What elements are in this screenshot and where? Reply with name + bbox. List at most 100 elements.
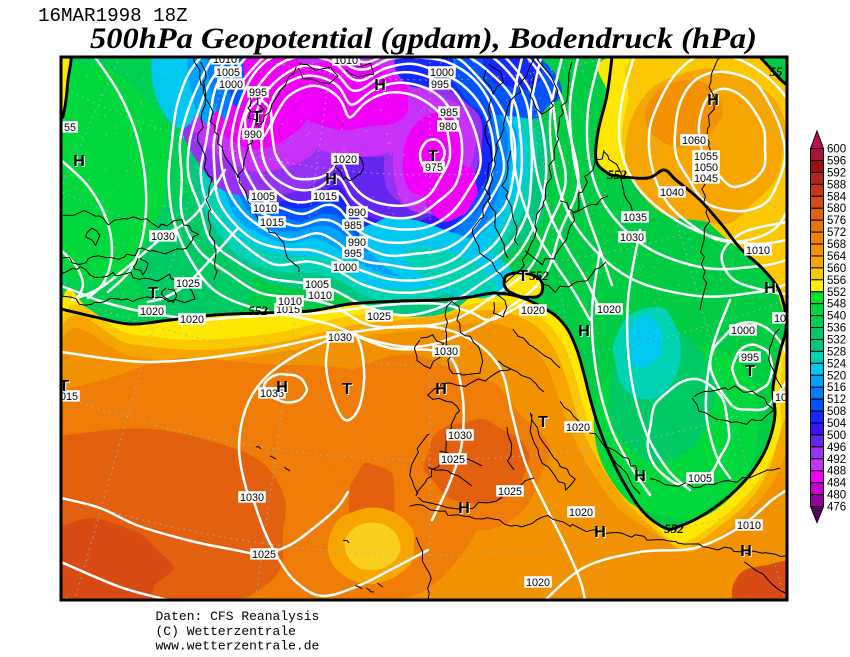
svg-text:1030: 1030 [240, 492, 264, 504]
svg-text:1010: 1010 [334, 55, 358, 67]
svg-text:H: H [708, 93, 720, 110]
svg-text:T: T [343, 382, 353, 399]
svg-text:536: 536 [827, 323, 846, 335]
svg-text:H: H [764, 280, 776, 297]
svg-text:1020: 1020 [180, 314, 204, 326]
svg-text:596: 596 [827, 156, 846, 168]
svg-text:H: H [375, 78, 387, 95]
svg-text:552: 552 [529, 268, 549, 283]
svg-text:568: 568 [827, 239, 846, 251]
svg-text:100: 100 [775, 392, 793, 404]
svg-text:1050: 1050 [694, 162, 718, 174]
svg-text:100: 100 [774, 313, 792, 325]
svg-text:H: H [277, 380, 289, 397]
svg-text:1030: 1030 [151, 231, 175, 243]
svg-text:540: 540 [827, 311, 846, 323]
svg-text:1005: 1005 [688, 473, 712, 485]
svg-text:1020: 1020 [140, 306, 164, 318]
svg-text:520: 520 [827, 370, 846, 382]
svg-text:1030: 1030 [620, 232, 644, 244]
svg-text:H: H [458, 500, 470, 517]
svg-text:1025: 1025 [176, 278, 200, 290]
svg-text:1020: 1020 [566, 422, 590, 434]
svg-text:990: 990 [348, 237, 366, 249]
svg-text:T: T [429, 149, 439, 166]
svg-text:1010: 1010 [278, 296, 302, 308]
svg-text:T: T [538, 414, 548, 431]
svg-text:H: H [435, 381, 447, 398]
svg-text:T: T [518, 268, 528, 285]
svg-text:552: 552 [607, 167, 627, 182]
svg-text:1015: 1015 [313, 191, 337, 203]
svg-text:H: H [741, 544, 753, 561]
svg-text:www.wetterzentrale.de: www.wetterzentrale.de [156, 639, 320, 654]
svg-text:1020: 1020 [597, 304, 621, 316]
svg-text:1025: 1025 [441, 454, 465, 466]
svg-text:584: 584 [827, 191, 847, 203]
svg-text:H: H [325, 171, 337, 188]
svg-text:552: 552 [827, 287, 846, 299]
svg-text:H: H [765, 281, 777, 298]
svg-text:H: H [374, 77, 386, 94]
svg-text:560: 560 [827, 263, 846, 275]
svg-text:H: H [276, 379, 288, 396]
svg-text:1015: 1015 [276, 304, 300, 316]
svg-text:T: T [59, 378, 69, 395]
svg-text:552: 552 [664, 521, 684, 536]
svg-text:1010: 1010 [213, 54, 237, 66]
svg-text:524: 524 [827, 358, 847, 370]
svg-text:1010: 1010 [737, 520, 761, 532]
svg-text:1030: 1030 [448, 430, 472, 442]
svg-text:T: T [428, 148, 438, 165]
svg-text:1010: 1010 [308, 290, 332, 302]
svg-text:H: H [326, 172, 338, 189]
svg-text:(C) Wetterzentrale: (C) Wetterzentrale [156, 624, 296, 639]
svg-text:552: 552 [248, 303, 268, 318]
svg-text:T: T [342, 381, 352, 398]
svg-text:600: 600 [827, 144, 846, 156]
svg-text:1060: 1060 [682, 135, 706, 147]
svg-text:1000: 1000 [430, 67, 454, 79]
svg-text:1025: 1025 [252, 549, 276, 561]
svg-text:588: 588 [827, 179, 846, 191]
svg-text:476: 476 [827, 502, 846, 514]
svg-text:995: 995 [741, 352, 759, 364]
svg-text:484: 484 [827, 478, 847, 490]
svg-text:492: 492 [827, 454, 846, 466]
svg-text:975: 975 [425, 162, 443, 174]
svg-text:508: 508 [827, 406, 846, 418]
svg-text:T: T [539, 415, 549, 432]
svg-text:576: 576 [827, 215, 846, 227]
svg-text:500: 500 [827, 430, 846, 442]
svg-text:1020: 1020 [569, 507, 593, 519]
svg-text:T: T [746, 364, 756, 381]
svg-text:55: 55 [64, 122, 76, 134]
svg-text:T: T [252, 109, 262, 126]
svg-text:1055: 1055 [694, 151, 718, 163]
svg-text:1030: 1030 [434, 346, 458, 358]
svg-text:1025: 1025 [498, 486, 522, 498]
svg-text:572: 572 [827, 227, 846, 239]
svg-text:504: 504 [827, 418, 847, 430]
svg-text:1035: 1035 [623, 212, 647, 224]
svg-text:T: T [253, 110, 263, 127]
svg-text:1025: 1025 [367, 311, 391, 323]
svg-text:T: T [149, 286, 159, 303]
svg-text:990: 990 [348, 207, 366, 219]
svg-text:H: H [578, 323, 590, 340]
svg-text:980: 980 [439, 121, 457, 133]
svg-text:995: 995 [431, 79, 449, 91]
svg-text:556: 556 [827, 275, 846, 287]
svg-text:H: H [635, 469, 647, 486]
svg-text:990: 990 [244, 129, 262, 141]
svg-text:1015: 1015 [260, 217, 284, 229]
svg-text:T: T [60, 379, 70, 396]
svg-text:1045: 1045 [694, 173, 718, 185]
svg-text:592: 592 [827, 168, 846, 180]
svg-text:1010: 1010 [746, 245, 770, 257]
svg-text:985: 985 [344, 220, 362, 232]
svg-text:564: 564 [827, 251, 847, 263]
svg-text:1000: 1000 [333, 262, 357, 274]
svg-text:1005: 1005 [251, 191, 275, 203]
svg-text:995: 995 [249, 87, 267, 99]
